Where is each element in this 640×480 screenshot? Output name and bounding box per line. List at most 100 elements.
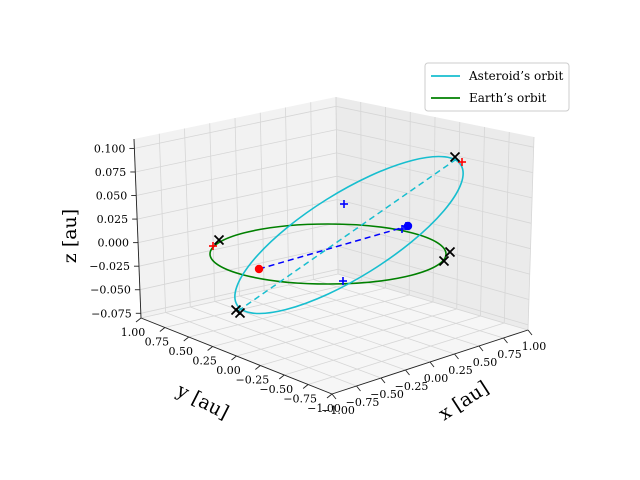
legend-box	[424, 62, 570, 112]
plot-area	[209, 151, 466, 319]
grid-y-wall-4	[432, 116, 436, 303]
grid-z-0	[134, 105, 534, 149]
x-tick-label-6: 0.50	[473, 356, 498, 369]
x-tick-label-2: −0.50	[370, 388, 404, 401]
x-tick-label-1: −0.75	[346, 396, 380, 409]
grid-y-floor-7	[308, 322, 505, 385]
x-tick-mark-8	[527, 329, 533, 336]
y-tick-label-4: 0.00	[216, 364, 241, 377]
z-tick-label-1: 0.075	[95, 166, 127, 179]
y-tick-mark-3	[207, 346, 213, 351]
grid-x-wall-6	[285, 107, 290, 286]
z-axis-label: z [au]	[59, 209, 81, 263]
black-x-marker-2	[449, 151, 461, 163]
z-tick-label-3: 0.025	[97, 213, 129, 226]
grid-z-7	[140, 268, 529, 326]
grid-y-floor-5	[260, 308, 457, 366]
x-tick-label-8: 1.00	[522, 340, 547, 353]
blue-plus-marker-2	[339, 277, 347, 285]
x-tick-mark-3	[405, 369, 410, 376]
x-tick-mark-7	[503, 337, 508, 344]
y-tick-mark-1	[159, 327, 166, 332]
z-tick-label-6: −0.050	[90, 284, 131, 297]
axes-ticks: −1.00−0.75−0.50−0.250.000.250.500.751.00…	[89, 142, 546, 417]
grid-x-wall-4	[234, 117, 240, 297]
x-tick-label-5: 0.25	[448, 364, 473, 377]
pane-floor	[141, 274, 528, 394]
grid-x-wall-7	[310, 102, 314, 280]
y-tick-mark-0	[135, 317, 142, 323]
black-x-marker-1	[213, 234, 225, 246]
blue-plus-marker-1	[340, 200, 348, 208]
series-asteroid-orbit	[234, 155, 464, 315]
grid-y-wall-6	[480, 126, 485, 317]
z-axis-line	[133, 138, 142, 319]
y-tick-mark-7	[302, 384, 309, 389]
legend-asteroid-label: Asteroid’s orbit	[468, 69, 563, 83]
axes-panes	[134, 97, 534, 394]
y-tick-mark-2	[183, 336, 190, 342]
black-x-marker-5-b	[444, 246, 456, 258]
z-tick-label-5: −0.025	[89, 260, 130, 273]
asteroid-apsis-line	[237, 157, 459, 312]
grid-x-wall-2	[184, 128, 191, 308]
x-tick-label-7: 0.75	[497, 348, 522, 361]
x-tick-label-4: 0.00	[424, 372, 449, 385]
y-tick-mark-4	[231, 355, 237, 361]
grid-z-3	[137, 175, 532, 224]
black-x-marker-6-b	[438, 255, 450, 267]
grid-y-floor-0	[140, 273, 339, 319]
grid-z-1	[135, 129, 533, 173]
grid-y-wall-0	[335, 96, 339, 275]
y-tick-mark-8	[326, 393, 333, 399]
series-earth-orbit	[209, 223, 447, 285]
z-tick-label-0: 0.100	[94, 142, 126, 155]
x-tick-mark-5	[454, 353, 459, 360]
earth-asteroid-line	[258, 225, 409, 270]
y-tick-mark-5	[255, 365, 261, 370]
x-tick-mark-6	[478, 345, 484, 352]
y-tick-label-7: −0.75	[283, 393, 317, 406]
grid-y-wall-1	[360, 101, 363, 282]
grid-y-wall-8	[527, 136, 535, 331]
black-x-marker-1-b	[213, 234, 225, 246]
grid-y-floor-4	[236, 301, 434, 357]
black-x-marker-6	[438, 255, 450, 267]
grid-y-floor-6	[284, 315, 481, 376]
x-tick-label-3: −0.25	[395, 380, 429, 393]
black-x-marker-4-b	[234, 307, 246, 319]
grid-y-floor-3	[212, 294, 410, 347]
grid-x-wall-5	[259, 112, 265, 291]
black-x-marker-5	[444, 246, 456, 258]
red-plus-marker-1	[209, 242, 217, 250]
y-tick-label-3: 0.25	[192, 355, 217, 368]
black-x-marker-4	[234, 307, 246, 319]
x-tick-mark-1	[356, 385, 361, 392]
grid-z-4	[138, 199, 531, 250]
x-tick-mark-2	[380, 377, 386, 384]
blue-plus-marker-4	[402, 222, 410, 230]
x-tick-label-0: −1.00	[321, 404, 355, 417]
red-plus-marker-2	[458, 158, 466, 166]
y-tick-label-0: 1.00	[121, 326, 146, 339]
y-tick-label-8: −1.00	[307, 402, 341, 415]
grid-y-wall-3	[408, 111, 411, 296]
grid-y-floor-1	[164, 280, 362, 328]
y-axis-label: y [au]	[172, 379, 232, 424]
z-tick-label-7: −0.075	[91, 307, 132, 320]
y-tick-label-5: −0.25	[236, 374, 270, 387]
z-tick-label-2: 0.050	[96, 190, 128, 203]
y-tick-label-1: 0.75	[145, 336, 170, 349]
grid-x-wall-1	[158, 133, 167, 313]
legend-earth-label: Earth’s orbit	[469, 91, 546, 105]
y-tick-label-6: −0.50	[259, 383, 293, 396]
grid-x-wall-3	[209, 123, 216, 302]
x-tick-mark-4	[429, 361, 435, 368]
grid-z-2	[136, 152, 533, 199]
z-tick-label-4: 0.000	[98, 237, 130, 250]
x-tick-mark-0	[331, 393, 337, 400]
earth-point-marker	[254, 264, 264, 274]
grid-z-5	[138, 222, 530, 275]
grid-y-wall-7	[503, 131, 510, 324]
